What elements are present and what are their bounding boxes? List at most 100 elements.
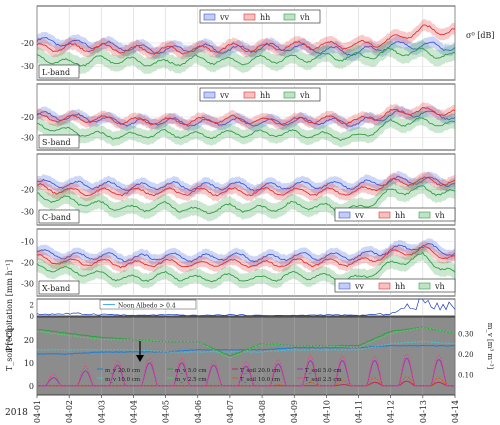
- series-band-vh: [37, 40, 455, 75]
- y-tick-label: 20: [24, 336, 34, 345]
- legend-swatch-vh: [283, 91, 296, 99]
- albedo-label: Noon Albedo > 0.4: [118, 303, 176, 310]
- y2-tick-label: 0.10: [458, 371, 474, 379]
- panel-label-box: [38, 134, 80, 149]
- series-band-vh: [37, 110, 455, 148]
- panel-label: X-band: [38, 280, 80, 295]
- panel-label-box: [38, 280, 80, 295]
- series-band-vh: [37, 245, 455, 290]
- legend-label-vh: vh: [434, 211, 445, 220]
- legend-label-hh: hh: [395, 282, 405, 291]
- panel-x-band: -10 -20 -30 X-band vv hh vh: [21, 228, 456, 297]
- y-tick-label: -30: [21, 208, 34, 217]
- x-tick-label: 04-11: [355, 400, 364, 423]
- series-band-vv: [37, 105, 455, 132]
- legend-swatch-hh: [378, 211, 391, 219]
- y-tick-label: -20: [21, 113, 34, 122]
- legend-label-vv: vv: [354, 211, 365, 220]
- legend-label-vh: vh: [299, 91, 310, 100]
- x-tick-label: 04-02: [65, 400, 74, 423]
- legend-label: T_soil 10.0 cm: [240, 377, 281, 383]
- legend-label-vv: vv: [354, 282, 365, 291]
- x-tick-label: 04-06: [194, 400, 203, 423]
- series-line-vh: [36, 251, 456, 283]
- legend-swatch-vv: [338, 282, 351, 290]
- y-tick-label: 10: [24, 359, 34, 368]
- panel-precipitation: 0 2 Noon Albedo > 0.4 Precipitation [mm h⁻¹…: [5, 260, 456, 351]
- year-label: 2018: [5, 408, 28, 418]
- panel-label: C-band: [38, 209, 80, 224]
- legend-label-hh: hh: [395, 211, 405, 220]
- legend-label: T_soil 2.5 cm: [305, 377, 342, 383]
- x-tick-label: 04-10: [322, 400, 331, 423]
- x-tick-label: 04-13: [419, 400, 428, 423]
- legend-swatch-vv: [338, 211, 351, 219]
- series-line-vh: [36, 185, 456, 214]
- y-tick-label: -30: [21, 134, 34, 143]
- x-tick-label: 04-04: [129, 400, 138, 423]
- x-tick-label: 04-03: [97, 400, 106, 423]
- down-arrow-head-icon: [136, 355, 144, 362]
- legend-label-vh: vh: [299, 13, 310, 22]
- legend: vv hh vh: [334, 207, 456, 222]
- legend-swatch-hh: [378, 282, 391, 290]
- panel-label-box: [38, 209, 80, 224]
- series-band-hh: [37, 19, 455, 61]
- y-tick-label: 2: [30, 302, 34, 310]
- panel-label-text: S-band: [42, 138, 71, 147]
- legend-label-hh: hh: [260, 13, 270, 22]
- legend-swatch-vh: [418, 282, 431, 290]
- legend: vv hh vh: [199, 9, 321, 24]
- panel-label-text: X-band: [42, 284, 70, 293]
- albedo-legend-box: [99, 299, 197, 310]
- legend-swatch-vv: [203, 13, 216, 21]
- y2-tick-label: 0.30: [458, 330, 474, 338]
- panel-label: L-band: [38, 64, 80, 79]
- series-band-hh: [37, 241, 455, 274]
- x-tick-label: 04-05: [162, 400, 171, 423]
- panel-soil: 0 10 20 0.10 0.20 0.30 m_v 20.0 cm m_v 5.0 cm T_…: [5, 316, 494, 396]
- soil-y2label: m_v [m³ m⁻³]: [486, 323, 494, 370]
- series-line-hh: [36, 107, 456, 126]
- legend-label: m_v 20.0 cm: [105, 368, 141, 374]
- panel-s-band: -20 -30 S-band vv hh vh: [21, 83, 456, 151]
- legend-label: m_v 10.0 cm: [105, 377, 141, 383]
- x-tick-label: 04-09: [290, 400, 299, 423]
- y-tick-label: 0: [30, 313, 34, 321]
- sigma-axis-label: σ⁰ [dB]: [466, 31, 494, 40]
- legend-swatch-vh: [283, 13, 296, 21]
- series-line-vv: [36, 110, 456, 128]
- legend-label-hh: hh: [260, 91, 270, 100]
- y-tick-label: 0: [29, 382, 34, 391]
- y2-tick-label: 0.20: [458, 351, 474, 359]
- x-tick-label: 04-01: [33, 400, 42, 423]
- panel-label: S-band: [38, 134, 80, 149]
- series-band-vv: [37, 31, 455, 62]
- series-line-hh: [36, 24, 456, 55]
- albedo-legend: Noon Albedo > 0.4: [99, 299, 197, 310]
- plot-frame: [36, 316, 456, 396]
- x-tick-label: 04-12: [387, 400, 396, 423]
- legend-swatch-hh: [243, 91, 256, 99]
- legend-label: m_v 5.0 cm: [175, 368, 207, 374]
- legend-label-vv: vv: [219, 91, 230, 100]
- series-band-vv: [37, 170, 455, 197]
- precip-line: [36, 298, 456, 317]
- x-axis: 04-01 04-02 04-03 04-04 04-05 04-06 04-07 04-08…: [33, 395, 460, 423]
- legend-label-vv: vv: [219, 13, 230, 22]
- soil-series-line: [36, 340, 456, 353]
- soil-series-line: [36, 326, 456, 357]
- y-tick-label: -20: [21, 39, 34, 48]
- panel-label-text: C-band: [42, 213, 71, 222]
- series-band-hh: [37, 102, 455, 131]
- legend-label-vh: vh: [434, 282, 445, 291]
- legend: vv hh vh: [334, 278, 456, 293]
- legend-label: T_soil 5.0 cm: [305, 368, 342, 374]
- series-line-vv: [36, 37, 456, 57]
- series-line-vh: [36, 117, 456, 142]
- panel-l-band: -20 -30 L-band vv hh vh: [21, 5, 456, 81]
- y-tick-label: -20: [21, 259, 34, 268]
- precip-ylabel: Precipitation [mm h⁻¹]: [5, 260, 14, 351]
- y-tick-label: -30: [21, 62, 34, 71]
